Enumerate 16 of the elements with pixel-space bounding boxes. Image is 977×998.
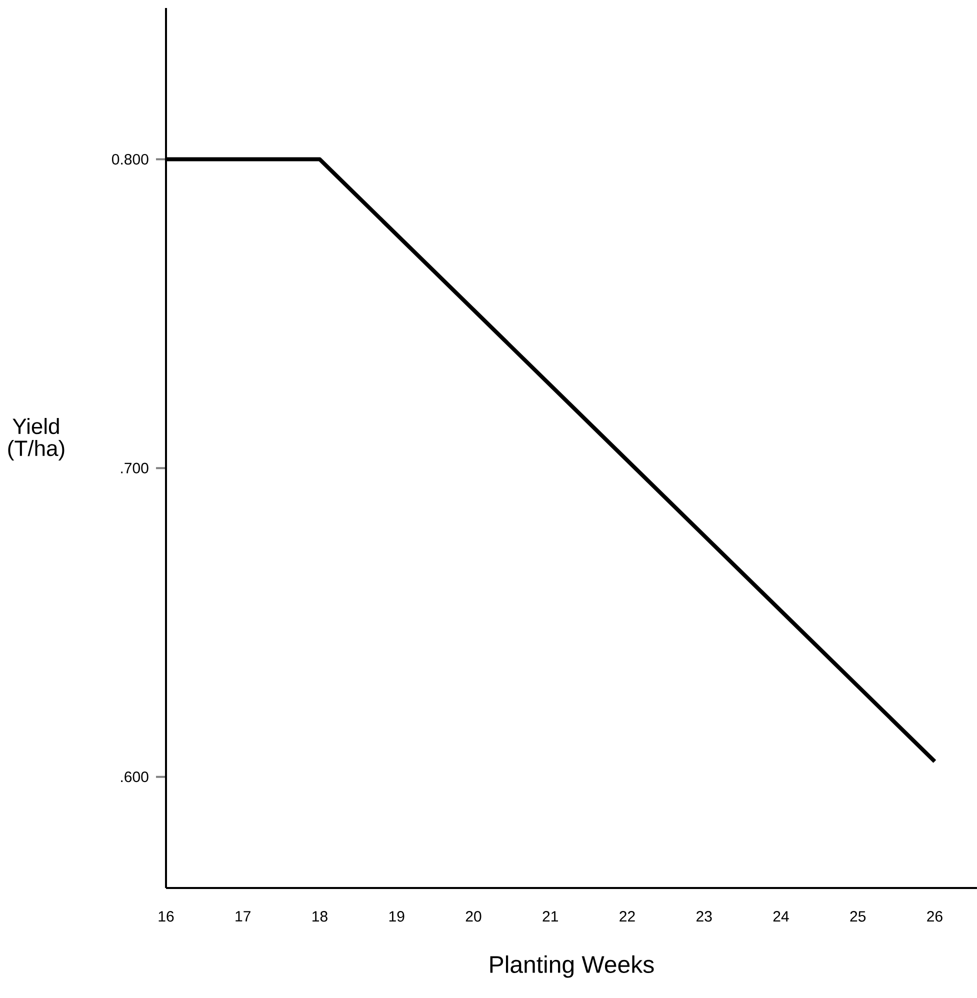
y-tick-label: .600 [121, 772, 148, 782]
y-tick-label: 0.800 [112, 154, 148, 165]
y-tick-label: .700 [121, 462, 148, 474]
x-tick-label: 20 [466, 911, 482, 922]
x-tick-label: 25 [850, 911, 866, 922]
x-tick-label: 23 [696, 911, 712, 922]
y-axis-title: Yield (T/ha) [8, 418, 64, 460]
x-tick-label: 26 [927, 911, 942, 922]
x-tick-label: 24 [773, 911, 789, 922]
x-tick-label: 16 [158, 911, 174, 922]
x-tick-label: 17 [236, 911, 250, 922]
x-tick-label: 21 [542, 911, 558, 922]
x-tick-label: 18 [312, 911, 328, 922]
x-tick-label: 19 [389, 911, 404, 922]
x-tick-label: 22 [620, 911, 635, 922]
x-axis-title: Planting Weeks [490, 955, 654, 978]
